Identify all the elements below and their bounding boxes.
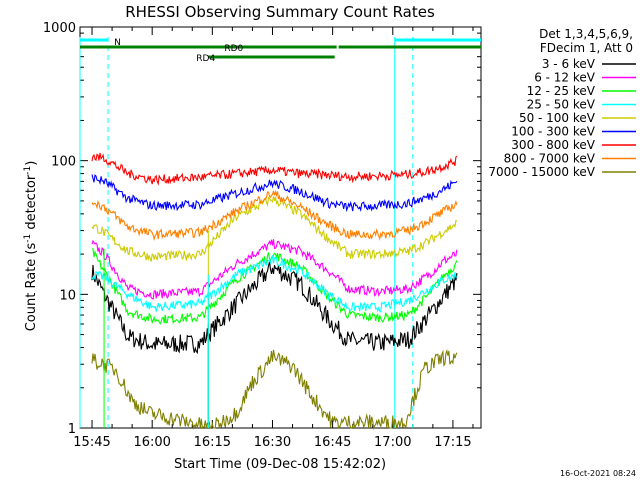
legend-header-line: FDecim 1, Att 0 [540, 41, 633, 55]
x-tick-label: 16:15 [194, 435, 231, 450]
y-tick-label: 1 [68, 422, 76, 437]
series-line-3 [91, 254, 457, 313]
x-tick-label: 16:30 [254, 435, 291, 450]
legend-entry-label: 6 - 12 keV [534, 71, 596, 85]
y-tick-label: 100 [51, 155, 76, 170]
x-tick-label: 16:00 [133, 435, 170, 450]
cyan-n-label: N [114, 38, 121, 48]
legend-entry-label: 300 - 800 keV [511, 138, 595, 152]
y-tick-label: 1000 [43, 21, 76, 36]
y-axis-label-sup2: -1 [23, 166, 33, 175]
x-tick-label: 15:45 [73, 435, 110, 450]
series-line-2 [91, 248, 458, 325]
y-axis-label-mid: detector [24, 174, 39, 234]
footer-timestamp: 16-Oct-2021 08:24 [560, 469, 636, 478]
series-line-8 [91, 349, 458, 431]
legend-entry-label: 25 - 50 keV [527, 98, 596, 112]
legend: Det 1,3,4,5,6,9,FDecim 1, Att 0 3 - 6 keV… [488, 27, 636, 179]
x-tick-label: 16:45 [314, 435, 351, 450]
series-line-5 [91, 174, 458, 213]
legend-entry-label: 50 - 100 keV [519, 111, 596, 125]
legend-entry-label: 100 - 300 keV [511, 125, 595, 139]
series-line-0 [91, 261, 458, 355]
series-line-7 [91, 189, 458, 242]
chart-title: RHESSI Observing Summary Count Rates [125, 3, 435, 21]
series-line-6 [91, 152, 458, 186]
legend-entry-label: 800 - 7000 keV [504, 152, 596, 166]
y-axis-label-sup1: -1 [23, 234, 33, 243]
legend-header-line: Det 1,3,4,5,6,9, [539, 27, 633, 41]
series-line-4 [91, 196, 458, 262]
rd4-label: RD4 [196, 54, 215, 64]
plot-area: 1 10 100 1000 15:45 16:00 16:15 16:30 16:45 17:00… [43, 21, 482, 450]
legend-entry-label: 7000 - 15000 keV [488, 165, 595, 179]
y-tick-label: 10 [59, 288, 76, 303]
legend-entry-label: 12 - 25 keV [527, 84, 596, 98]
series-line-1 [91, 239, 458, 300]
y-axis-label: Count Rate (s-1 detector-1) [23, 161, 39, 332]
x-tick-label: 17:00 [374, 435, 411, 450]
y-axis-label-end: ) [24, 161, 39, 166]
x-axis-label: Start Time (09-Dec-08 15:42:02) [174, 457, 386, 472]
y-axis-label-main: Count Rate (s [24, 243, 39, 332]
legend-entry-label: 3 - 6 keV [542, 57, 596, 71]
rd0-label: RD0 [224, 44, 243, 54]
x-tick-label: 17:15 [434, 435, 471, 450]
